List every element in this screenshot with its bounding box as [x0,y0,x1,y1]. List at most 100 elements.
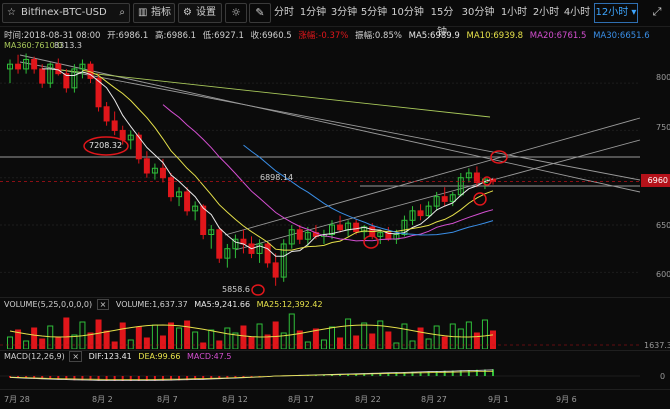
symbol-selector[interactable]: ☆ Bitfinex-BTC-USD ⌕ [2,3,130,23]
candle[interactable] [337,224,344,231]
fullscreen-button[interactable]: ⤢ [648,3,666,23]
candle[interactable] [272,262,279,278]
volume-bar [200,342,207,349]
macd-dif: DIF:123.41 [88,352,132,361]
trend-line[interactable] [224,117,641,236]
candle[interactable] [377,232,384,237]
volume-bar [304,341,311,349]
settings-button[interactable]: ⚙ 设置 [178,3,222,23]
candle[interactable] [433,196,440,207]
theme-toggle-button[interactable]: ☼ [225,3,247,23]
candle[interactable] [425,205,432,217]
indicators-button[interactable]: ▥ 指标 [133,3,175,23]
candle[interactable] [192,205,199,212]
timeframe-6[interactable]: 30分钟 [461,7,495,18]
timeframe-9[interactable]: 4小时 [563,7,591,18]
volume-bar [31,327,38,349]
candle[interactable] [473,172,480,183]
candle[interactable] [135,134,142,160]
candle[interactable] [184,191,191,212]
candle[interactable] [151,167,158,174]
timeframe-5[interactable]: 15分钟 [430,7,454,38]
candle[interactable] [15,63,22,70]
annotation-circle[interactable] [83,136,129,156]
candle[interactable] [216,229,223,259]
timeframe-8[interactable]: 2小时 [532,7,560,18]
candle[interactable] [280,243,287,278]
trend-line[interactable] [234,139,641,251]
annotation-circle[interactable] [363,235,379,249]
annotation-circle[interactable] [473,192,487,206]
candle[interactable] [31,58,38,70]
candle[interactable] [224,248,231,259]
candle[interactable] [256,243,263,254]
candle[interactable] [264,243,271,264]
candle[interactable] [465,172,472,179]
candle[interactable] [39,68,46,84]
star-icon: ☆ [7,7,16,18]
volume-bar [481,319,488,349]
trend-line[interactable] [59,69,491,118]
macd-close-icon[interactable]: × [69,351,83,362]
timeframe-1[interactable]: 1分钟 [299,7,327,18]
candle[interactable] [95,77,102,108]
candle[interactable] [111,120,118,131]
volume-bar [280,332,287,349]
volume-ma25-line [9,324,494,338]
candle[interactable] [232,238,239,250]
macd-chart[interactable] [0,362,670,388]
timeframe-7[interactable]: 1小时 [500,7,528,18]
time-axis: 7月 28 8月 2 8月 7 8月 12 8月 17 8月 22 8月 27 9月 1 9月 … [0,389,670,409]
ohlc-info-bar: 时间:2018-08-31 08:00 开:6986.1 高:6986.1 低:… [4,29,650,41]
candle[interactable] [63,73,70,89]
ma20-line [162,104,494,242]
candle[interactable] [208,229,215,235]
expand-icon: ⤢ [652,5,662,18]
price-tick-650: 650 [656,221,670,230]
candle[interactable] [200,205,207,236]
candle[interactable] [449,194,456,202]
candle[interactable] [176,191,183,198]
time-axis-label: 8月 22 [355,395,381,404]
toolbar: ☆ Bitfinex-BTC-USD ⌕ ▥ 指标 ⚙ 设置 ☼ ✎ 分时 1分钟… [0,0,670,38]
candle[interactable] [143,158,150,174]
candle[interactable] [23,58,30,70]
volume-close-icon[interactable]: × [96,299,110,310]
candle[interactable] [127,134,134,141]
time-axis-label: 7月 28 [4,395,30,404]
candle[interactable] [288,229,295,245]
candle[interactable] [7,63,13,70]
candle[interactable] [103,106,110,122]
candle[interactable] [401,219,408,236]
candle[interactable] [417,210,424,217]
timeframe-0[interactable]: 分时 [274,7,294,18]
candle[interactable] [296,229,303,240]
candle[interactable] [409,210,416,221]
candle[interactable] [168,177,174,198]
candle[interactable] [304,232,311,240]
candle[interactable] [119,129,126,141]
annotation-circle[interactable] [482,176,492,186]
candle[interactable] [159,167,166,179]
timeframe-3[interactable]: 5分钟 [360,7,388,18]
timeframe-2[interactable]: 3分钟 [330,7,358,18]
trend-line[interactable] [19,61,641,181]
timeframe-4[interactable]: 10分钟 [391,7,424,18]
candle[interactable] [329,224,335,236]
volume-chart[interactable] [0,311,670,349]
annotation-circle[interactable] [251,284,265,296]
trend-line[interactable] [19,54,641,193]
candle[interactable] [79,63,86,70]
candle[interactable] [47,63,54,84]
annotation-circle[interactable] [490,150,508,164]
candle[interactable] [55,63,62,75]
candle[interactable] [353,222,360,233]
time-axis-label: 8月 27 [421,395,447,404]
volume-bar [433,325,440,349]
draw-tool-button[interactable]: ✎ [249,3,271,23]
timeframe-10[interactable]: 12小时 ▾ [594,3,638,23]
volume-bar [296,330,303,349]
candle[interactable] [441,196,448,202]
candle[interactable] [71,68,78,89]
price-chart[interactable] [0,50,670,296]
